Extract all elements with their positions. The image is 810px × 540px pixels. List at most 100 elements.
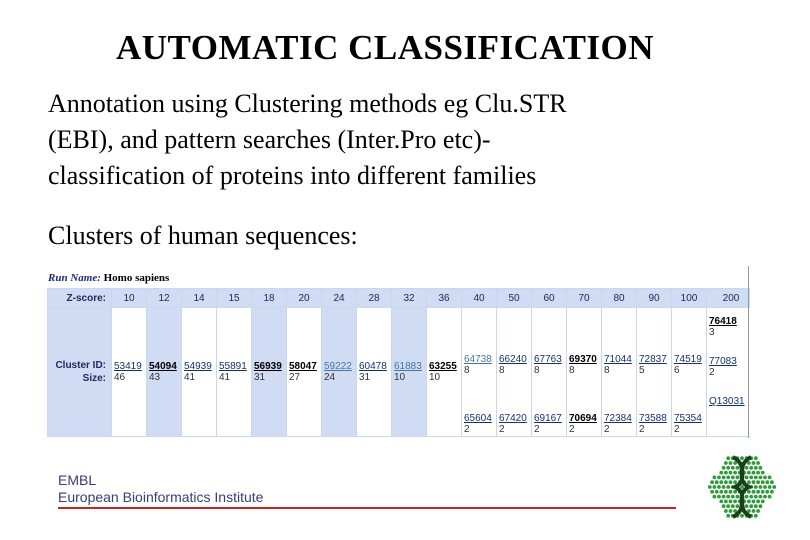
cluster-cell: 56939 31 — [251, 307, 287, 437]
cluster-cell-stacked: 69370 8 70694 2 — [566, 307, 602, 437]
body-paragraph: Annotation using Clustering methods eg C… — [48, 86, 768, 194]
cluster-table: Z-score: 10 12 14 15 18 20 24 28 32 36 40 50 60 70 80 9… — [47, 288, 750, 437]
cluster-cell: 63255 10 — [426, 307, 462, 437]
cluster-id-link[interactable]: 72837 — [639, 354, 667, 365]
cluster-size: 3 — [709, 327, 715, 338]
cluster-size: 41 — [219, 372, 231, 383]
run-name-label: Run Name: — [48, 272, 101, 284]
cluster-entry: 70694 2 — [569, 413, 599, 435]
cluster-entry: 66240 8 — [499, 354, 529, 376]
cluster-entry: 72837 5 — [639, 354, 669, 376]
cluster-id-link[interactable]: 77083 — [709, 356, 737, 367]
cluster-id-link[interactable]: 53419 — [114, 361, 142, 372]
cluster-entry: 75354 2 — [674, 413, 704, 435]
cluster-id-link[interactable]: 59222 — [324, 361, 352, 372]
cluster-row: Cluster ID: Size: 53419 46 54094 43 54939 41 5… — [47, 307, 750, 437]
cluster-size: 2 — [569, 424, 575, 435]
cluster-size: 6 — [674, 365, 680, 376]
cluster-size: 10 — [429, 372, 441, 383]
cluster-id-link[interactable]: 54939 — [184, 361, 212, 372]
cluster-size: 31 — [359, 372, 371, 383]
cluster-size: 2 — [534, 424, 540, 435]
zscore-cell: 40 — [461, 288, 497, 308]
cluster-cell-stacked: 71044 8 72384 2 — [601, 307, 637, 437]
cluster-cell-stacked: 64738 8 65604 2 — [461, 307, 497, 437]
embl-full: European Bioinformatics Institute — [58, 489, 264, 505]
zscore-cell: 10 — [111, 288, 147, 308]
zscore-cell: 80 — [601, 288, 637, 308]
cluster-cell-stacked: 66240 8 67420 2 — [496, 307, 532, 437]
cluster-entry: 73588 2 — [639, 413, 669, 435]
para-line: Annotation using Clustering methods eg C… — [48, 89, 567, 118]
cluster-id-link[interactable]: 66240 — [499, 354, 527, 365]
zscore-cell: 20 — [286, 288, 322, 308]
cluster-id-link[interactable]: 60478 — [359, 361, 387, 372]
cluster-id-link[interactable]: 76418 — [709, 316, 737, 327]
cluster-cell-stacked: 74519 6 75354 2 — [671, 307, 707, 437]
footer-divider — [58, 507, 676, 509]
cluster-cell: 53419 46 — [111, 307, 147, 437]
cluster-id-link[interactable]: 69167 — [534, 413, 562, 424]
cluster-size: 24 — [324, 372, 336, 383]
cluster-id-link[interactable]: 69370 — [569, 354, 597, 365]
cluster-entry: 69167 2 — [534, 413, 564, 435]
para-line: classification of proteins into differen… — [48, 161, 537, 190]
cluster-cell: 54939 41 — [181, 307, 217, 437]
cluster-size: 2 — [709, 367, 715, 378]
cluster-id-link[interactable]: 61883 — [394, 361, 422, 372]
cluster-entry: 74519 6 — [674, 354, 704, 376]
zscore-cell: 200 — [706, 288, 750, 308]
cluster-id-link[interactable]: 64738 — [464, 354, 492, 365]
cluster-id-link[interactable]: 75354 — [674, 413, 702, 424]
cluster-size: 2 — [674, 424, 680, 435]
cluster-id-link[interactable]: 70694 — [569, 413, 597, 424]
zscore-cell: 36 — [426, 288, 462, 308]
cluster-cell: 55891 41 — [216, 307, 252, 437]
size-label: Size: — [82, 373, 106, 384]
cluster-size: 8 — [499, 365, 505, 376]
cluster-entry: 71044 8 — [604, 354, 634, 376]
zscore-cell: 12 — [146, 288, 182, 308]
cluster-id-link[interactable]: 56939 — [254, 361, 282, 372]
cluster-size: 2 — [499, 424, 505, 435]
cluster-size: 2 — [639, 424, 645, 435]
cluster-id-link[interactable]: 55891 — [219, 361, 247, 372]
zscore-cell: 28 — [356, 288, 392, 308]
cluster-id-link[interactable]: 72384 — [604, 413, 632, 424]
cluster-id-link[interactable]: 63255 — [429, 361, 457, 372]
cluster-entry: 65604 2 — [464, 413, 494, 435]
cluster-entry: 77083 2 — [709, 356, 750, 378]
cluster-id-link[interactable]: 73588 — [639, 413, 667, 424]
zscore-cell: 14 — [181, 288, 217, 308]
cluster-table-screenshot: Run Name: Homo sapiens Z-score: 10 12 14 15… — [45, 266, 750, 438]
cluster-size: 8 — [534, 365, 540, 376]
run-name-value: Homo sapiens — [103, 272, 170, 284]
zscore-row: Z-score: 10 12 14 15 18 20 24 28 32 36 40 50 60 70 80 9… — [47, 288, 750, 308]
cluster-entry: 67763 8 — [534, 354, 564, 376]
embl-label: EMBL European Bioinformatics Institute — [58, 472, 263, 506]
cluster-id-link[interactable]: 67420 — [499, 413, 527, 424]
cluster-id-link[interactable]: 71044 — [604, 354, 632, 365]
cluster-size: 2 — [464, 424, 470, 435]
cluster-size: 8 — [569, 365, 575, 376]
cluster-cell: 61883 10 — [391, 307, 427, 437]
cluster-id-link[interactable]: 54094 — [149, 361, 177, 372]
zscore-cell: 32 — [391, 288, 427, 308]
zscore-cell: 24 — [321, 288, 357, 308]
zscore-cell: 60 — [531, 288, 567, 308]
cluster-id-link[interactable]: 67763 — [534, 354, 562, 365]
cluster-id-link[interactable]: 58047 — [289, 361, 317, 372]
cluster-id-link[interactable]: 74519 — [674, 354, 702, 365]
cluster-id-link[interactable]: Q13031 — [709, 396, 745, 407]
zscore-cell: 90 — [636, 288, 672, 308]
cluster-cell-stacked: 72837 5 73588 2 — [636, 307, 672, 437]
cluster-id-link[interactable]: 65604 — [464, 413, 492, 424]
zscore-cell: 18 — [251, 288, 287, 308]
zscore-cell: 50 — [496, 288, 532, 308]
zscore-cell: 70 — [566, 288, 602, 308]
cluster-entry: 64738 8 — [464, 354, 494, 376]
cluster-size: 43 — [149, 372, 161, 383]
cluster-entry: 72384 2 — [604, 413, 634, 435]
cluster-id-label: Cluster ID: — [55, 360, 106, 371]
cluster-size: 46 — [114, 372, 126, 383]
